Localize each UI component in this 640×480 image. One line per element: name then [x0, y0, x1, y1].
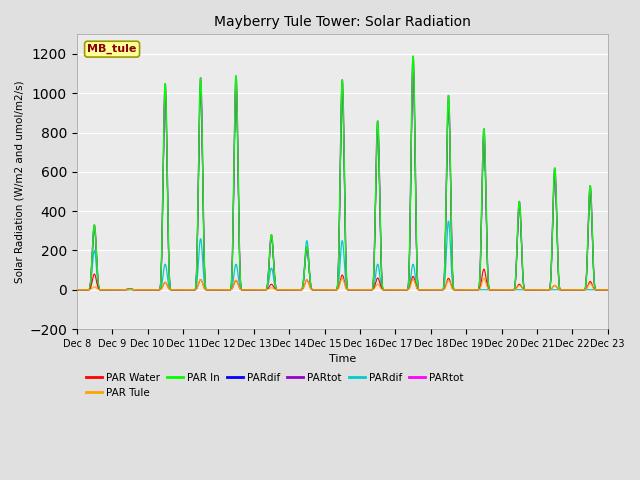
Title: Mayberry Tule Tower: Solar Radiation: Mayberry Tule Tower: Solar Radiation	[214, 15, 470, 29]
X-axis label: Time: Time	[328, 354, 356, 364]
Legend: PAR Water, PAR Tule, PAR In, PARdif, PARtot, PARdif, PARtot: PAR Water, PAR Tule, PAR In, PARdif, PAR…	[82, 369, 468, 402]
Text: MB_tule: MB_tule	[88, 44, 137, 54]
Y-axis label: Solar Radiation (W/m2 and umol/m2/s): Solar Radiation (W/m2 and umol/m2/s)	[15, 80, 25, 283]
